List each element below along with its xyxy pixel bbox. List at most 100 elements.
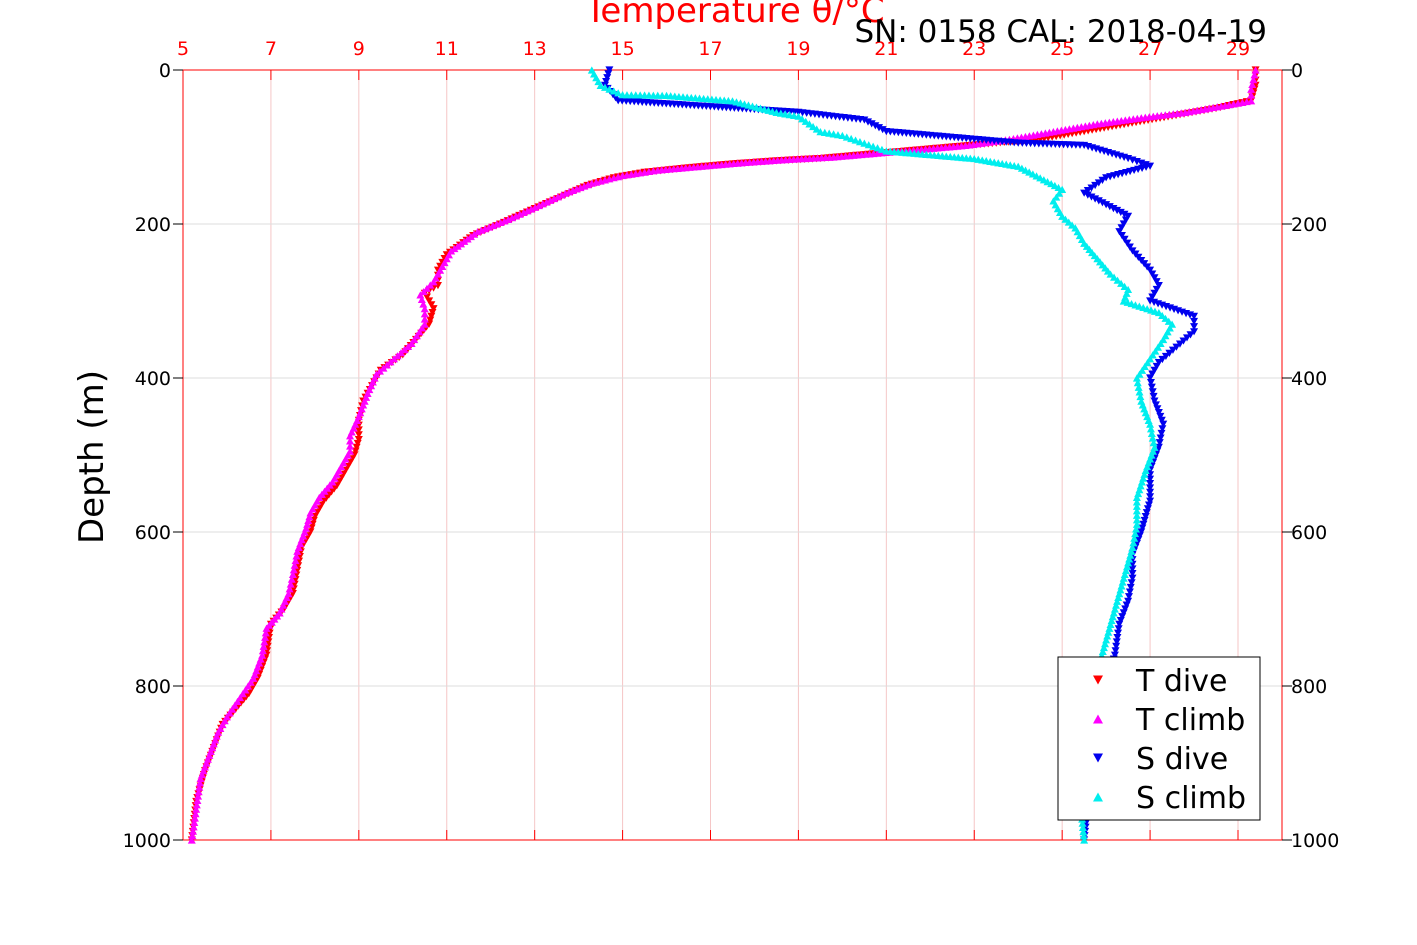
data-point bbox=[1110, 273, 1119, 281]
data-point bbox=[259, 642, 268, 650]
legend-entry: S climb bbox=[1136, 781, 1246, 816]
data-point bbox=[1142, 509, 1151, 517]
data-point bbox=[878, 126, 887, 134]
data-point bbox=[1098, 647, 1107, 655]
data-point bbox=[1106, 620, 1115, 628]
data-point bbox=[1132, 511, 1141, 519]
data-point bbox=[400, 345, 409, 354]
data-point bbox=[397, 348, 406, 357]
data-point bbox=[1148, 434, 1157, 442]
data-point bbox=[1124, 559, 1133, 567]
data-point bbox=[838, 131, 847, 140]
data-point bbox=[386, 358, 395, 366]
data-point bbox=[1113, 276, 1122, 284]
data-point bbox=[1114, 593, 1123, 602]
y-axis-label: Depth (m) bbox=[72, 370, 112, 544]
data-point bbox=[1248, 80, 1257, 89]
data-point bbox=[189, 823, 198, 831]
data-point bbox=[1080, 836, 1089, 844]
data-point bbox=[1132, 498, 1141, 506]
data-point bbox=[609, 174, 618, 182]
data-point bbox=[354, 436, 363, 444]
data-point bbox=[1091, 181, 1100, 190]
data-point bbox=[1249, 76, 1258, 84]
data-point bbox=[867, 120, 876, 128]
data-point bbox=[1127, 579, 1136, 587]
y-tick-label-right: 400 bbox=[1291, 368, 1327, 390]
x-tick-label: 17 bbox=[698, 38, 722, 60]
data-point bbox=[416, 291, 425, 299]
data-point bbox=[1136, 392, 1145, 401]
data-point bbox=[1117, 224, 1126, 232]
data-point bbox=[287, 575, 296, 583]
data-point bbox=[1133, 379, 1142, 387]
data-point bbox=[1120, 235, 1129, 243]
data-point bbox=[1157, 416, 1166, 424]
data-point bbox=[404, 342, 413, 351]
data-point bbox=[407, 339, 416, 347]
data-point bbox=[346, 442, 355, 450]
data-point bbox=[1107, 616, 1116, 625]
data-point bbox=[1155, 439, 1164, 447]
data-point bbox=[869, 142, 878, 150]
x-tick-label: 5 bbox=[177, 38, 189, 60]
data-point bbox=[290, 561, 299, 569]
data-point bbox=[847, 134, 856, 143]
data-point bbox=[1111, 647, 1120, 655]
data-point bbox=[1148, 370, 1157, 378]
data-point bbox=[1112, 601, 1121, 609]
data-point bbox=[860, 139, 869, 147]
data-point bbox=[1118, 578, 1127, 586]
data-point bbox=[596, 177, 605, 185]
data-point bbox=[1247, 91, 1256, 99]
data-point bbox=[1128, 569, 1137, 578]
data-point bbox=[305, 513, 314, 521]
data-point bbox=[1146, 497, 1155, 505]
data-point bbox=[1121, 605, 1130, 613]
data-point bbox=[1132, 520, 1141, 528]
data-point bbox=[288, 570, 297, 578]
data-point bbox=[289, 566, 298, 574]
x-tick-label: 21 bbox=[874, 38, 898, 60]
data-point bbox=[1128, 565, 1137, 573]
data-point bbox=[1146, 420, 1155, 428]
data-point bbox=[1134, 383, 1143, 391]
data-point bbox=[1116, 586, 1125, 594]
data-point bbox=[1138, 524, 1147, 532]
data-point bbox=[291, 556, 300, 565]
data-point bbox=[1080, 189, 1089, 197]
data-point bbox=[801, 117, 810, 125]
data-point bbox=[1154, 282, 1163, 290]
data-point bbox=[1132, 493, 1141, 501]
data-point bbox=[261, 629, 270, 637]
data-point bbox=[1190, 317, 1199, 326]
data-point bbox=[860, 116, 869, 124]
y-tick-label-left: 0 bbox=[159, 60, 171, 82]
data-point bbox=[428, 308, 437, 317]
data-point bbox=[195, 783, 204, 791]
data-point bbox=[614, 89, 623, 97]
data-point bbox=[425, 297, 434, 305]
legend-marker bbox=[1093, 792, 1103, 802]
data-point bbox=[1132, 374, 1141, 382]
y-tick-label-left: 200 bbox=[135, 214, 171, 236]
data-point bbox=[1083, 187, 1092, 195]
data-point bbox=[191, 810, 200, 818]
x-tick-label: 7 bbox=[265, 38, 277, 60]
data-point bbox=[1132, 507, 1141, 515]
data-point bbox=[1141, 513, 1150, 521]
data-point bbox=[864, 118, 873, 126]
data-point bbox=[419, 287, 428, 296]
data-point bbox=[1146, 488, 1155, 496]
legend-marker bbox=[1093, 753, 1103, 763]
data-point bbox=[1123, 239, 1132, 247]
data-point bbox=[1159, 420, 1168, 428]
data-point bbox=[1098, 199, 1107, 207]
data-point bbox=[1118, 613, 1127, 621]
data-point bbox=[1098, 176, 1107, 184]
data-point bbox=[798, 115, 807, 123]
data-point bbox=[1114, 625, 1123, 633]
data-point bbox=[426, 316, 435, 324]
data-point bbox=[1117, 582, 1126, 590]
legend-marker bbox=[1093, 675, 1103, 685]
